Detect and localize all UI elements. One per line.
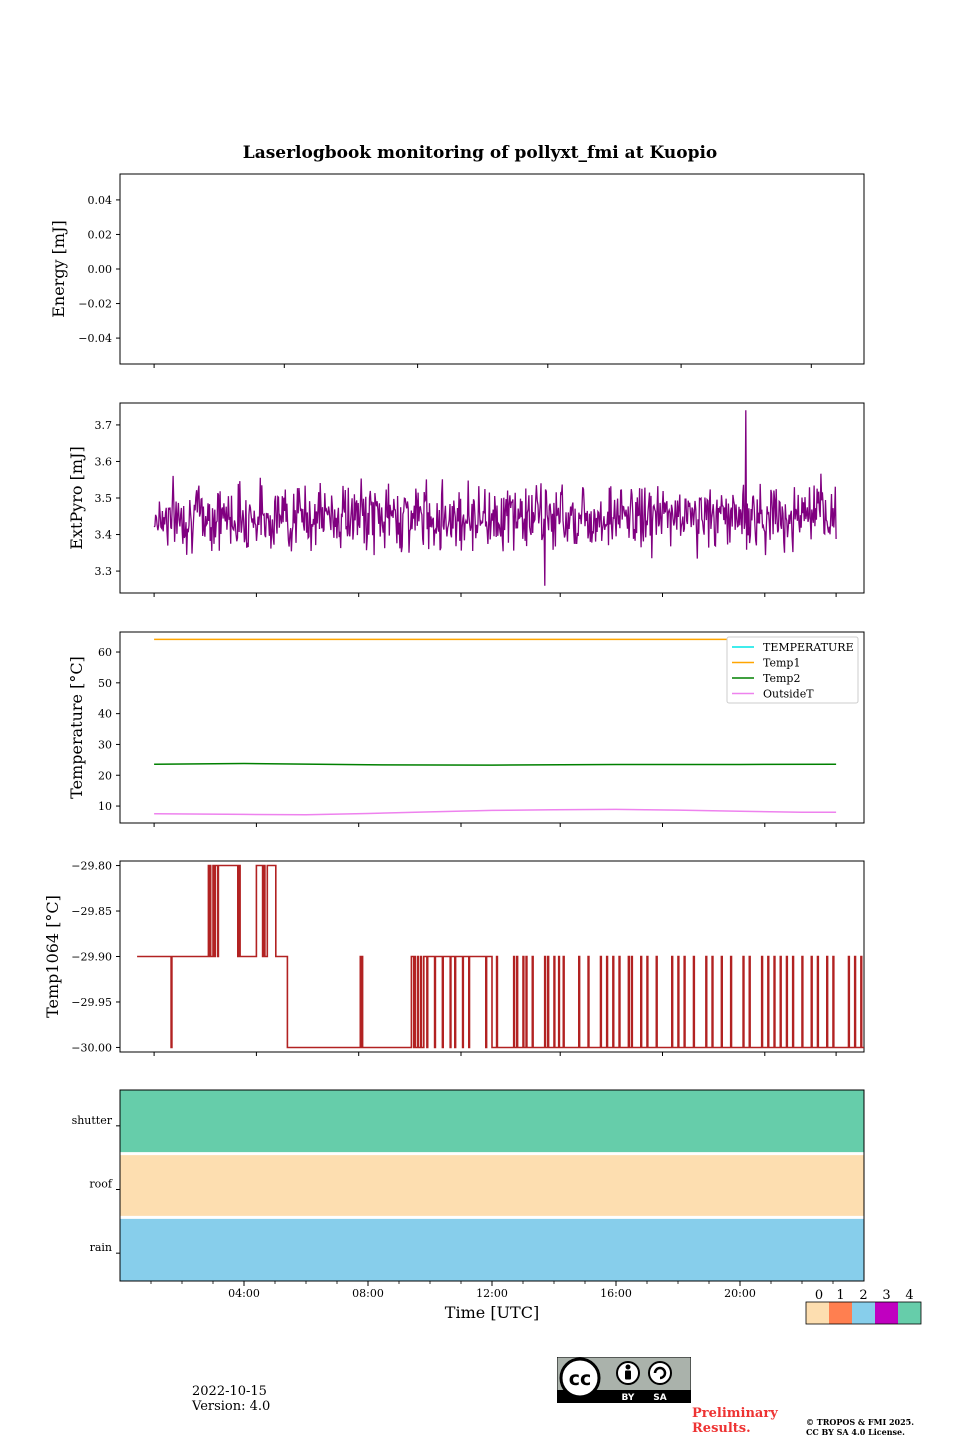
temperature-frame — [119, 631, 865, 824]
legend-label-outsidet: OutsideT — [763, 688, 814, 701]
status-row-label-shutter: shutter — [72, 1114, 113, 1127]
cc-icon — [559, 1357, 601, 1399]
temperature-ytick-label: 40 — [98, 708, 112, 721]
colorbar-label-0: 0 — [815, 1288, 823, 1303]
extpyro-ytick-label: 3.7 — [95, 419, 113, 432]
status-xtick-label: 16:00 — [600, 1287, 632, 1300]
temperature-ylabel: Temperature [°C] — [67, 656, 86, 799]
temp1064-ytick-label: −30.00 — [71, 1041, 112, 1054]
legend-label-temperature: TEMPERATURE — [763, 641, 854, 654]
status-row-label-roof: roof — [89, 1178, 113, 1191]
status-xtick-label: 04:00 — [228, 1287, 260, 1300]
status-row-rain — [120, 1217, 864, 1281]
temperature-ytick-label: 20 — [98, 769, 112, 782]
colorbar-swatch-2 — [852, 1302, 875, 1324]
footer-date: 2022-10-15 — [192, 1384, 267, 1399]
cc-logo-text: cc — [569, 1368, 592, 1390]
extpyro-ytick-label: 3.5 — [95, 492, 113, 505]
colorbar-swatch-1 — [829, 1302, 852, 1324]
energy-panel: 0.04 0.02 0.00 −0.02 −0.04 Energy [mJ] — [49, 173, 865, 365]
preliminary-line-2: Results. — [692, 1421, 751, 1436]
temp1064-series-line — [137, 864, 864, 1049]
temp1064-ytick-label: −29.95 — [71, 996, 112, 1009]
extpyro-ytick-label: 3.6 — [95, 455, 113, 468]
status-xlabel: Time [UTC] — [445, 1303, 539, 1322]
legend-label-temp2: Temp2 — [763, 672, 800, 685]
temp1064-ylabel: Temp1064 [°C] — [43, 895, 62, 1018]
legend-label-temp1: Temp1 — [763, 657, 800, 670]
extpyro-ylabel: ExtPyro [mJ] — [67, 446, 86, 549]
colorbar-swatch-4 — [898, 1302, 921, 1324]
figure-title: Laserlogbook monitoring of pollyxt_fmi a… — [243, 143, 718, 163]
sa-share-icon — [648, 1361, 672, 1385]
colorbar-label-4: 4 — [905, 1288, 913, 1303]
temp1064-panel: −29.80 −29.85 −29.90 −29.95 −30.00 Temp1064 [… — [43, 860, 865, 1054]
temperature-series-outsidet — [154, 808, 837, 816]
status-xtick-label: 20:00 — [724, 1287, 756, 1300]
copyright-line-1: © TROPOS & FMI 2025. — [806, 1417, 915, 1427]
colorbar-label-2: 2 — [859, 1288, 867, 1303]
status-row-label-rain: rain — [90, 1241, 112, 1254]
temperature-legend: TEMPERATURE Temp1 Temp2 OutsideT — [726, 636, 859, 704]
extpyro-panel: 3.3 3.4 3.5 3.6 3.7 ExtPyro [mJ] — [67, 402, 865, 594]
extpyro-ytick-label: 3.3 — [95, 565, 113, 578]
footer-version: Version: 4.0 — [192, 1399, 271, 1414]
energy-ytick-label: 0.00 — [88, 263, 113, 276]
energy-ytick-label: −0.04 — [78, 332, 112, 345]
colorbar-frame — [805, 1301, 922, 1325]
temperature-ytick-label: 10 — [98, 800, 112, 813]
copyright-note: © TROPOS & FMI 2025. CC BY SA 4.0 Licens… — [806, 1417, 914, 1437]
preliminary-line-1: Preliminary — [692, 1406, 778, 1421]
temperature-series-temp2 — [154, 762, 837, 766]
temperature-ytick-label: 30 — [98, 738, 112, 751]
by-label: BY — [622, 1393, 635, 1403]
copyright-line-2: CC BY SA 4.0 License. — [806, 1427, 905, 1437]
colorbar-label-1: 1 — [836, 1288, 844, 1303]
temperature-ytick-label: 60 — [98, 646, 112, 659]
status-row-roof — [120, 1153, 864, 1218]
extpyro-series-line — [153, 410, 837, 586]
energy-ytick-label: 0.04 — [88, 194, 113, 207]
colorbar-swatch-3 — [875, 1302, 898, 1324]
status-xtick-label: 08:00 — [352, 1287, 384, 1300]
colorbar-label-3: 3 — [882, 1288, 890, 1303]
sa-label: SA — [653, 1393, 666, 1403]
energy-frame — [119, 173, 865, 365]
energy-ytick-label: 0.02 — [88, 228, 113, 241]
temperature-legend-box — [726, 636, 859, 704]
status-row-shutter — [120, 1090, 864, 1154]
colorbar-swatch-0 — [806, 1302, 829, 1324]
temperature-ytick-label: 50 — [98, 677, 112, 690]
temp1064-ytick-label: −29.85 — [71, 905, 112, 918]
preliminary-results-note: Preliminary Results. — [692, 1406, 778, 1436]
cc-license-badge[interactable]: cc BY SA — [556, 1356, 692, 1404]
energy-ytick-label: −0.02 — [78, 298, 112, 311]
energy-ylabel: Energy [mJ] — [49, 220, 68, 318]
status-panel: shutter roof rain 04:00 08:00 12:00 16:00 20:00… — [72, 1089, 922, 1325]
extpyro-ytick-label: 3.4 — [95, 529, 113, 542]
temp1064-ytick-label: −29.80 — [71, 860, 112, 873]
status-xtick-label: 12:00 — [476, 1287, 508, 1300]
temp1064-ytick-label: −29.90 — [71, 951, 112, 964]
